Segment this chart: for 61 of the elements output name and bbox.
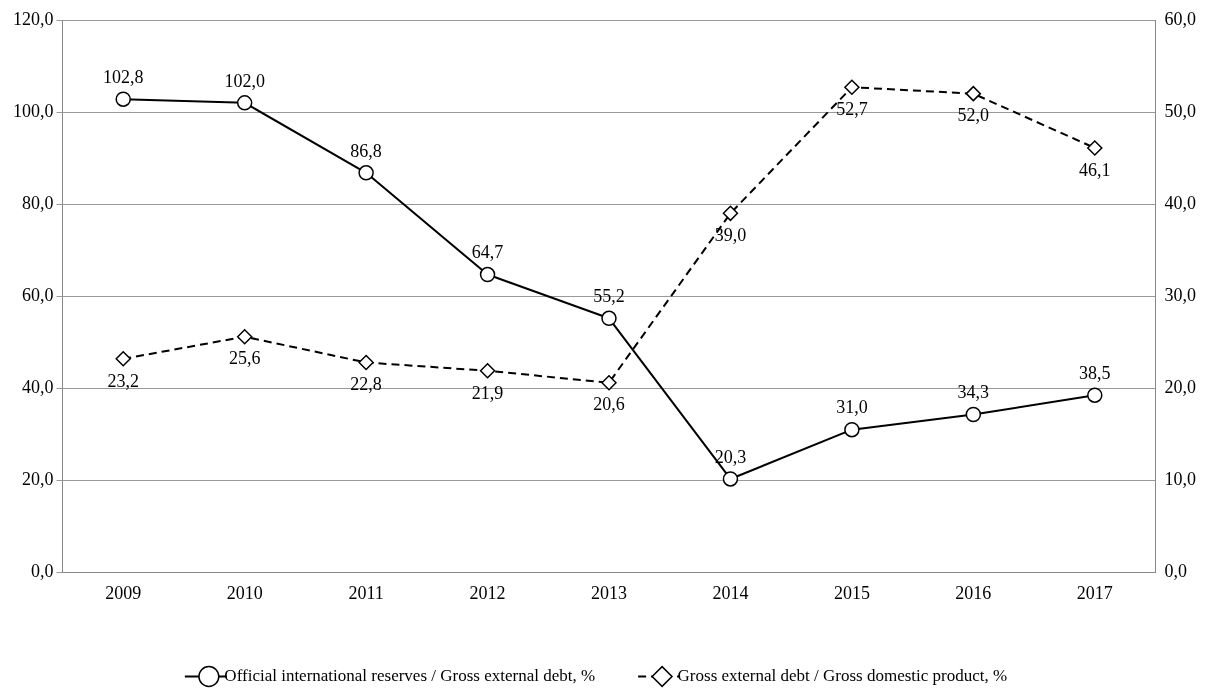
point (844, 79, 860, 95)
y-tick-label: 0,0 (31, 561, 54, 582)
point (601, 374, 617, 391)
data-label: 102,0 (224, 70, 265, 91)
point (965, 85, 982, 102)
data-label: 86,8 (350, 140, 382, 161)
data-label: 46,1 (1079, 159, 1111, 180)
point (236, 328, 253, 345)
data-label: 21,9 (471, 382, 504, 403)
y2-tick-label: 40,0 (1164, 192, 1196, 213)
y2-tick-label: 0,0 (1164, 561, 1187, 582)
y-tick-label: 80,0 (22, 192, 54, 213)
point (358, 354, 374, 371)
y-tick-label: 120,0 (13, 8, 54, 29)
y2-tick-label: 30,0 (1164, 284, 1196, 305)
y2-tick-label: 10,0 (1164, 469, 1196, 490)
point (965, 406, 982, 423)
point (722, 205, 739, 222)
y2-tick-label: 20,0 (1164, 377, 1196, 397)
y-tick-label: 20,0 (22, 469, 54, 490)
data-label: 64,7 (471, 242, 504, 263)
point (479, 266, 496, 283)
y2-tick-label: 60,0 (1164, 8, 1196, 29)
x-tick-label: 2011 (348, 582, 384, 603)
point (358, 165, 374, 181)
point (115, 91, 131, 107)
y-tick-label: 40,0 (22, 377, 54, 397)
y-tick-label: 100,0 (13, 100, 54, 121)
data-label: 22,8 (350, 374, 382, 395)
legend-label: Gross external debt / Gross domestic product, % (677, 665, 1008, 685)
data-label: 20,3 (714, 446, 747, 467)
x-tick-label: 2014 (712, 582, 749, 603)
x-tick-label: 2017 (1076, 582, 1113, 603)
x-tick-label: 2015 (833, 582, 870, 603)
data-label: 20,6 (593, 394, 625, 415)
y-tick-label: 60,0 (22, 284, 54, 305)
data-label: 38,5 (1079, 362, 1111, 383)
point (844, 421, 860, 438)
point (1087, 140, 1103, 156)
point (115, 351, 131, 367)
legend-label: Official international reserves / Gross external debt, % (224, 665, 596, 685)
data-label: 34,3 (957, 382, 990, 403)
point (236, 95, 253, 111)
data-label: 52,7 (836, 98, 868, 119)
x-tick-label: 2012 (469, 582, 506, 603)
point (1087, 387, 1103, 403)
x-tick-label: 2016 (955, 582, 992, 603)
data-label: 39,0 (714, 225, 747, 246)
point (601, 310, 617, 327)
x-tick-label: 2013 (591, 582, 627, 603)
point (722, 471, 739, 487)
point (479, 363, 496, 379)
data-label: 23,2 (107, 370, 139, 391)
x-tick-label: 2009 (105, 582, 142, 603)
data-label: 52,0 (957, 105, 990, 126)
data-label: 55,2 (593, 286, 625, 307)
data-label: 31,0 (836, 397, 868, 418)
data-label: 102,8 (102, 66, 144, 87)
x-tick-label: 2010 (226, 582, 263, 603)
data-label: 25,6 (228, 348, 261, 369)
y2-tick-label: 50,0 (1164, 100, 1196, 121)
